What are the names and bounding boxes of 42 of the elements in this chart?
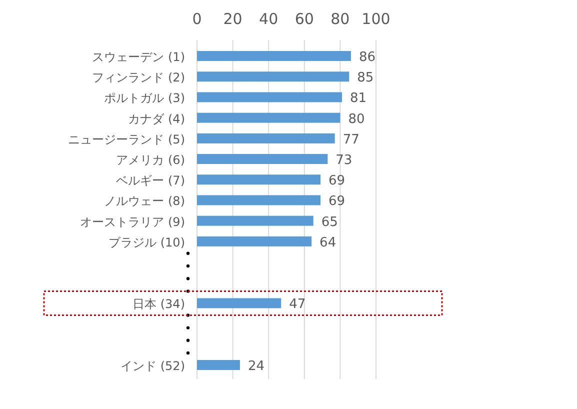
y-tick-label: ポルトガル (3) xyxy=(104,91,185,106)
y-tick-label: オーストラリア (9) xyxy=(80,214,185,229)
data-label: 47 xyxy=(289,297,306,312)
y-tick-label: フィンランド (2) xyxy=(92,70,185,85)
data-label: 73 xyxy=(336,153,352,168)
x-tick-label: 80 xyxy=(330,10,350,28)
x-tick-label: 0 xyxy=(192,10,202,28)
bar xyxy=(197,174,321,185)
x-tick-label: 40 xyxy=(259,10,278,28)
y-tick-label: アメリカ (6) xyxy=(116,153,185,167)
bar xyxy=(197,195,321,206)
bar xyxy=(197,236,312,246)
data-label: 85 xyxy=(357,70,374,86)
y-tick-label: 日本 (34) xyxy=(132,297,185,312)
data-label: 64 xyxy=(320,235,336,250)
data-label: 69 xyxy=(328,194,346,210)
bar xyxy=(197,154,328,164)
bar xyxy=(197,72,350,82)
x-tick-label: 100 xyxy=(362,10,390,28)
bar xyxy=(197,360,240,370)
y-tick-label: インド (52) xyxy=(120,359,185,373)
data-label: 86 xyxy=(358,50,376,65)
bar xyxy=(197,112,340,123)
bar xyxy=(197,51,351,61)
x-tick-label: 60 xyxy=(294,10,314,28)
data-label: 24 xyxy=(248,359,265,374)
data-label: 65 xyxy=(321,214,338,230)
y-tick-label: カナダ (4) xyxy=(128,112,185,126)
y-tick-label: スウェーデン (1) xyxy=(92,50,185,64)
data-label: 80 xyxy=(348,112,365,127)
y-tick-label: ニュージーランド (5) xyxy=(68,132,185,146)
y-tick-label: ベルギー (7) xyxy=(116,174,185,188)
data-label: 69 xyxy=(328,174,346,189)
y-tick-label: ノルウェー (8) xyxy=(104,194,185,208)
bar xyxy=(197,298,282,308)
x-tick-label: 20 xyxy=(223,10,242,28)
bar xyxy=(197,92,342,102)
bar xyxy=(197,216,314,226)
data-label: 77 xyxy=(342,132,360,148)
bar xyxy=(197,133,335,144)
y-tick-label: ブラジル (10) xyxy=(108,235,185,250)
data-label: 81 xyxy=(350,91,367,106)
